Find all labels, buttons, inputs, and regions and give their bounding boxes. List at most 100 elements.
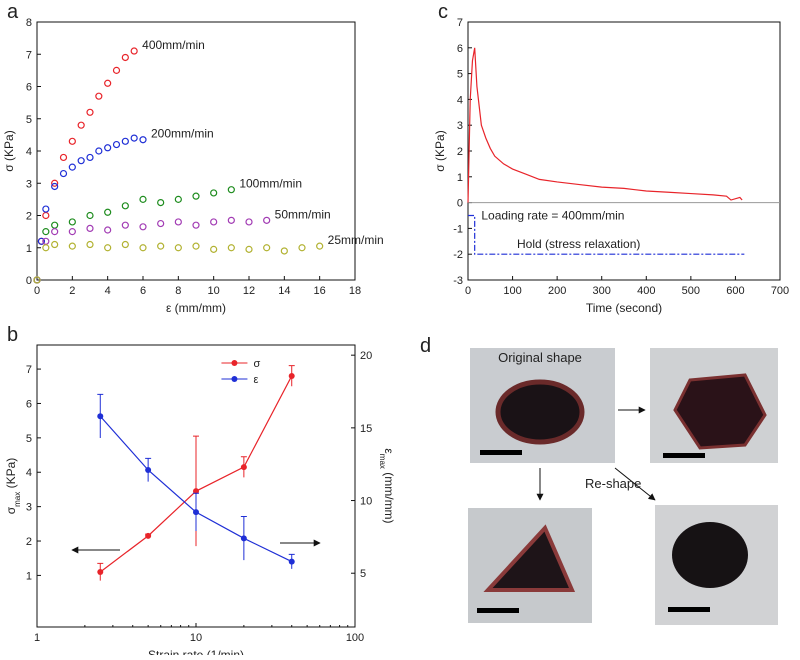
point [86, 153, 94, 162]
point [227, 186, 235, 194]
x-tick-label: 8 [175, 285, 181, 297]
point [86, 224, 94, 232]
point [51, 228, 59, 236]
axis-label-sub: max [13, 492, 22, 507]
point [51, 221, 59, 229]
point [174, 195, 182, 203]
point [316, 242, 324, 250]
point [174, 218, 182, 226]
axis-label-unit: (KPa) [4, 458, 18, 492]
panel-label: c [438, 1, 448, 23]
x-tick-label: 300 [593, 285, 611, 297]
y-tick-label: 2 [457, 146, 463, 158]
x-tick-label: 400 [637, 285, 655, 297]
point [42, 244, 50, 252]
point [104, 244, 112, 252]
x-tick-label: 0 [465, 285, 471, 297]
point [42, 228, 50, 236]
point [157, 242, 165, 250]
caption: Original shape [498, 350, 582, 365]
point [104, 79, 112, 87]
legend-label: ε [253, 374, 258, 386]
y-tick-label: 5 [26, 114, 32, 126]
x-tick-label: 100 [346, 632, 364, 644]
y-tick-label: 4 [26, 467, 32, 479]
point [193, 488, 199, 495]
point [139, 223, 147, 231]
point [33, 276, 41, 284]
point [59, 169, 68, 178]
scale-bar [480, 450, 522, 455]
annotation: Hold (stress relaxation) [517, 237, 640, 251]
axis-label: εmax (mm/mm) [379, 448, 397, 523]
axis-label-sub: max [379, 454, 388, 469]
point [97, 413, 104, 420]
point [59, 153, 68, 162]
point [86, 211, 94, 220]
y-tick-label: 6 [26, 82, 32, 94]
point [77, 157, 85, 165]
point [104, 226, 112, 234]
point [145, 532, 152, 539]
y-axis-label: σ (KPa) [433, 130, 447, 171]
point [51, 240, 59, 249]
x-tick-label: 100 [503, 285, 521, 297]
x-tick-label: 18 [349, 285, 361, 297]
point [174, 244, 182, 252]
y-tick-label: -2 [453, 249, 463, 261]
point [192, 242, 200, 250]
x-axis-label: Time (second) [586, 301, 662, 315]
point [210, 189, 218, 197]
y-tick-label: 5 [457, 69, 463, 81]
point [121, 221, 129, 229]
point [77, 121, 85, 129]
x-tick-label: 14 [278, 285, 290, 297]
y-tick-label: 7 [26, 364, 32, 376]
point [68, 242, 76, 250]
x-axis-label: Strain rate (1/min) [148, 648, 244, 655]
point [245, 245, 253, 253]
sample [673, 373, 767, 450]
series-label: 25mm/min [328, 233, 384, 247]
point [68, 137, 76, 145]
point [280, 247, 288, 255]
point [121, 53, 129, 62]
y2-tick-label: 15 [360, 423, 372, 435]
sample [672, 522, 748, 588]
x-tick-label: 700 [771, 285, 789, 297]
y-tick-label: 1 [26, 570, 32, 582]
point [121, 202, 129, 210]
point [288, 558, 295, 565]
point [42, 237, 50, 245]
x-tick-label: 1 [34, 632, 40, 644]
x-tick-label: 600 [726, 285, 744, 297]
point [51, 182, 59, 191]
y-tick-label: 4 [26, 146, 32, 158]
point [263, 216, 271, 224]
legend-marker [231, 376, 238, 382]
x-axis-label: ε (mm/mm) [166, 301, 226, 315]
point [192, 221, 200, 229]
point [42, 205, 50, 213]
panel-label: d [420, 335, 431, 357]
sample [495, 379, 585, 445]
plot-frame [36, 21, 356, 281]
x-tick-label: 12 [243, 285, 255, 297]
annotation: Loading rate = 400mm/min [481, 209, 624, 223]
scale-bar [663, 453, 705, 458]
point [37, 237, 46, 245]
point [95, 147, 103, 155]
point [95, 92, 103, 100]
point [139, 136, 147, 144]
point [130, 47, 138, 55]
axis-label: σmax (KPa) [4, 458, 22, 515]
point [298, 244, 306, 252]
y-tick-label: 0 [26, 275, 32, 287]
point [240, 464, 247, 471]
y-tick-label: 1 [457, 172, 463, 184]
x-tick-label: 500 [682, 285, 700, 297]
legend-label: σ [253, 358, 260, 370]
y-tick-label: 2 [26, 536, 32, 548]
series-label: 200mm/min [151, 127, 214, 141]
